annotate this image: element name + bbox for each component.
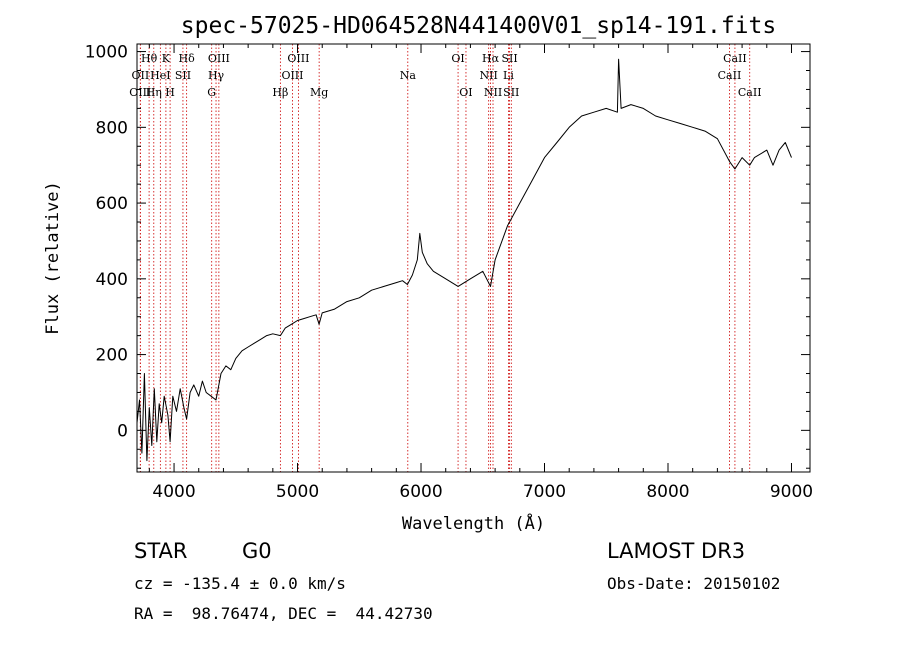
- line-label-OI: OI: [459, 86, 472, 99]
- line-label-OIII: OIII: [129, 86, 151, 99]
- y-tick-label: 200: [96, 346, 128, 366]
- line-label-Hη: Hη: [146, 86, 162, 99]
- line-label-Hβ: Hβ: [272, 86, 288, 99]
- chart-title: spec-57025-HD064528N441400V01_sp14-191.f…: [181, 13, 776, 39]
- x-tick-label: 5000: [276, 482, 319, 502]
- x-tick-label: 4000: [152, 482, 195, 502]
- x-tick-label: 9000: [770, 482, 813, 502]
- x-tick-label: 6000: [399, 482, 442, 502]
- y-tick-label: 400: [96, 270, 128, 290]
- line-label-H: H: [165, 86, 175, 99]
- survey-name: LAMOST DR3: [607, 539, 746, 563]
- line-label-Hθ: Hθ: [141, 52, 158, 65]
- line-label-HeI: HeI: [150, 69, 170, 82]
- y-tick-label: 0: [117, 421, 128, 441]
- line-label-Hδ: Hδ: [179, 52, 196, 65]
- line-label-OI: OI: [451, 52, 464, 65]
- line-label-SII: SII: [501, 52, 517, 65]
- line-label-CaII: CaII: [718, 69, 742, 82]
- redshift-label: cz = -135.4 ± 0.0 km/s: [134, 574, 346, 593]
- line-label-OIII: OIII: [208, 52, 230, 65]
- line-label-OIII: OIII: [287, 52, 309, 65]
- y-tick-label: 1000: [85, 43, 128, 63]
- line-label-CaII: CaII: [723, 52, 747, 65]
- line-label-OIII: OIII: [281, 69, 303, 82]
- object-class: STAR: [134, 539, 188, 563]
- plot-frame: [136, 43, 811, 473]
- line-label-Mg: Mg: [310, 86, 328, 99]
- line-label-NII: NII: [484, 86, 502, 99]
- line-label-Li: Li: [503, 69, 514, 82]
- x-tick-label: 7000: [523, 482, 566, 502]
- x-tick-label: 8000: [646, 482, 689, 502]
- y-axis-label: Flux (relative): [43, 181, 63, 335]
- line-label-SII: SII: [175, 69, 191, 82]
- line-label-SII: SII: [503, 86, 519, 99]
- y-tick-label: 600: [96, 194, 128, 214]
- line-label-Na: Na: [400, 69, 417, 82]
- object-subclass: G0: [242, 539, 272, 563]
- line-label-CaII: CaII: [738, 86, 762, 99]
- line-label-K: K: [162, 52, 171, 65]
- x-axis-label: Wavelength (Å): [402, 512, 545, 534]
- spectrum-line: [136, 58, 792, 462]
- line-label-Hγ: Hγ: [208, 69, 225, 82]
- obs-date-label: Obs-Date: 20150102: [607, 574, 781, 593]
- line-label-NII: NII: [480, 69, 498, 82]
- coordinates-label: RA = 98.76474, DEC = 44.42730: [134, 604, 433, 623]
- line-label-OII: OII: [131, 69, 149, 82]
- line-label-G: G: [207, 86, 216, 99]
- line-label-Hα: Hα: [482, 52, 500, 65]
- y-tick-label: 800: [96, 118, 128, 138]
